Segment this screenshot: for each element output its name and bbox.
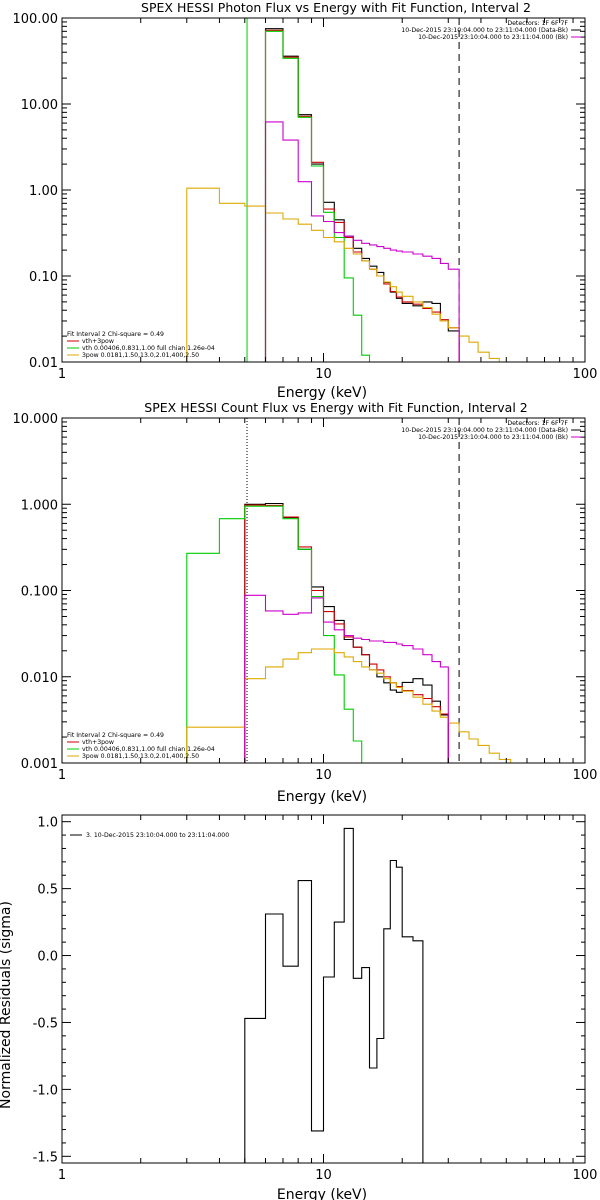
x-tick-label: 1 bbox=[58, 1168, 66, 1183]
y-tick-label: -0.5 bbox=[33, 1016, 58, 1031]
y-tick-label: 0.5 bbox=[37, 883, 58, 898]
y-tick-label: 0.0 bbox=[37, 950, 58, 965]
y-tick-label: 10.000 bbox=[13, 412, 59, 427]
x-tick-label: 1 bbox=[58, 367, 66, 382]
chart-title: SPEX HESSI Count Flux vs Energy with Fit… bbox=[144, 400, 527, 415]
series-vth bbox=[186, 505, 363, 763]
x-tick-label: 10 bbox=[315, 367, 332, 382]
x-axis-label: Energy (keV) bbox=[277, 789, 367, 805]
residuals-panel: 1 10 100 -1.5 -1.0 -0.5 0.0 0.5 1.0 3. 10-Dec-201… bbox=[0, 814, 598, 1200]
x-axis-label: Energy (keV) bbox=[277, 385, 367, 401]
plot-area: 1 10 100 -1.5 -1.0 -0.5 0.0 0.5 1.0 3. 10-Dec-201… bbox=[33, 814, 598, 1183]
series-vth bbox=[264, 30, 371, 362]
series-bk bbox=[244, 594, 449, 763]
series-3-10-dec-2015-23-10-04-000-to-23-11-04-000 bbox=[244, 827, 424, 1163]
legend-entry-text: Detectors: 1F 6F 7F bbox=[507, 420, 568, 427]
x-axis-label: Energy (keV) bbox=[277, 1187, 367, 1200]
legend-entry-text: Fit Interval 2 Chi-square = 0.49 bbox=[67, 331, 164, 338]
series-data-bk bbox=[264, 28, 460, 362]
series-group bbox=[244, 827, 424, 1163]
x-tick-label: 100 bbox=[573, 1168, 598, 1183]
count-flux-panel: SPEX HESSI Count Flux vs Energy with Fit… bbox=[13, 400, 598, 805]
legend-entry-text: 3pow 0.0181,1.50,13.0,2.01,400,2.50 bbox=[82, 352, 199, 359]
series-3pow bbox=[186, 187, 500, 362]
series-group bbox=[186, 18, 500, 362]
y-tick-label: 100.00 bbox=[13, 12, 59, 27]
series-bk bbox=[264, 121, 460, 362]
legend-entry-text: 10-Dec-2015 23:10:04.000 to 23:11:04.000… bbox=[418, 34, 568, 41]
legend-entry-text: 10-Dec-2015 23:10:04.000 to 23:11:04.000… bbox=[401, 427, 568, 434]
x-tick-label: 10 bbox=[315, 1168, 332, 1183]
y-tick-label: 1.00 bbox=[29, 184, 58, 199]
legend-entry-text: vth+3pow bbox=[82, 338, 114, 345]
photon-flux-panel: SPEX HESSI Photon Flux vs Energy with Fi… bbox=[13, 0, 598, 401]
x-tick-label: 1 bbox=[58, 768, 66, 783]
x-tick-label: 10 bbox=[315, 768, 332, 783]
y-tick-label: 1.0 bbox=[37, 816, 58, 831]
legend-entry-text: vth+3pow bbox=[82, 739, 114, 746]
y-tick-label: 1.000 bbox=[21, 498, 58, 513]
series-3pow bbox=[186, 648, 512, 763]
chart-title: SPEX HESSI Photon Flux vs Energy with Fi… bbox=[141, 0, 531, 15]
x-tick-label: 100 bbox=[573, 367, 598, 382]
x-tick-label: 100 bbox=[573, 768, 598, 783]
series-group bbox=[186, 418, 512, 763]
legend-entry-text: 3. 10-Dec-2015 23:10:04.000 to 23:11:04.… bbox=[86, 832, 229, 839]
y-tick-label: -1.0 bbox=[33, 1083, 58, 1098]
legend-entry-text: vth 0.00406,0.831,1.00 full chian 1.26e-… bbox=[82, 345, 215, 352]
plot-area: 1 10 100 0.001 0.010 0.100 1.000 10.000 Detector… bbox=[13, 412, 598, 783]
legend-entry-text: Detectors: 1F 6F 7F bbox=[507, 20, 568, 27]
y-tick-label: 0.10 bbox=[29, 270, 58, 285]
plot-area: 1 10 100 0.01 0.10 1.00 10.00 100.00 Detectors: … bbox=[13, 12, 598, 382]
y-tick-label: 0.010 bbox=[21, 671, 58, 686]
series-data-bk bbox=[244, 502, 449, 763]
y-tick-label: -1.5 bbox=[33, 1150, 58, 1165]
series-vth-3pow bbox=[264, 29, 460, 362]
y-axis-label: Normalized Residuals (sigma) bbox=[0, 901, 14, 1109]
y-tick-label: 0.100 bbox=[21, 585, 58, 600]
y-tick-label: 0.001 bbox=[21, 757, 58, 772]
y-tick-label: 10.00 bbox=[21, 98, 58, 113]
legend-entry-text: Fit Interval 2 Chi-square = 0.49 bbox=[67, 732, 164, 739]
legend-entry-text: 3pow 0.0181,1.50,13.0,2.01,400,2.50 bbox=[82, 753, 199, 760]
legend-entry-text: 10-Dec-2015 23:10:04.000 to 23:11:04.000… bbox=[401, 27, 568, 34]
legend-entry-text: vth 0.00406,0.831,1.00 full chian 1.26e-… bbox=[82, 746, 215, 753]
y-tick-label: 0.01 bbox=[29, 356, 58, 371]
legend-entry-text: 10-Dec-2015 23:10:04.000 to 23:11:04.000… bbox=[418, 434, 568, 441]
